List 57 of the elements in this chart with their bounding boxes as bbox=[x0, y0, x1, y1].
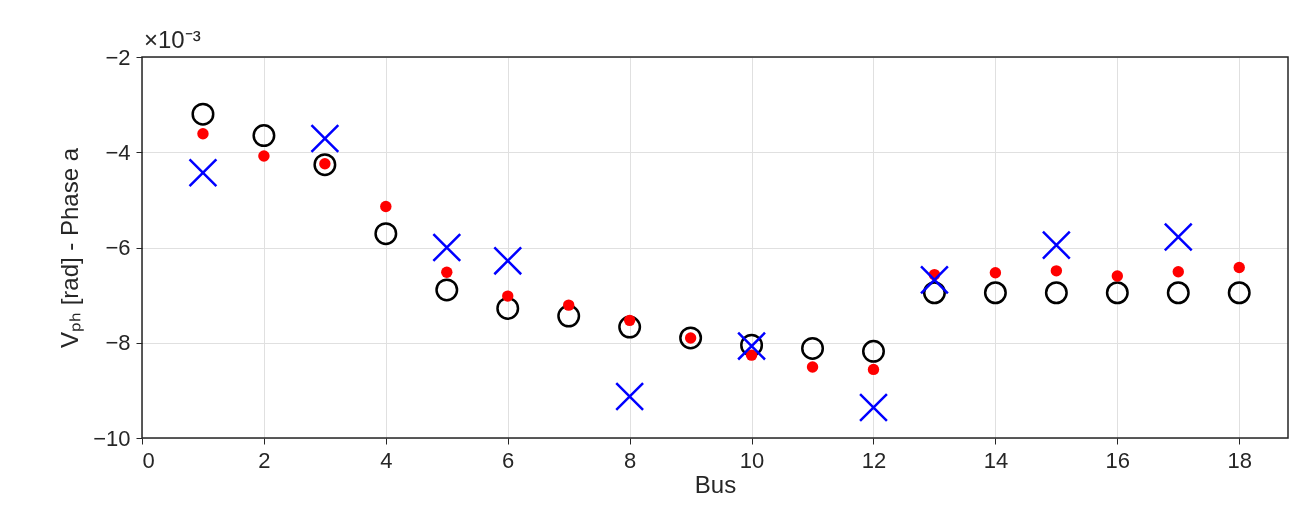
point bbox=[188, 158, 218, 188]
point bbox=[563, 299, 575, 311]
point bbox=[867, 363, 880, 376]
point bbox=[557, 304, 581, 328]
point bbox=[310, 123, 340, 154]
point bbox=[919, 265, 950, 295]
point bbox=[374, 222, 398, 246]
point bbox=[435, 278, 459, 302]
x-tick-label: 4 bbox=[380, 447, 393, 473]
point bbox=[1172, 266, 1184, 278]
point bbox=[441, 266, 453, 278]
point bbox=[1050, 265, 1063, 277]
point bbox=[861, 339, 885, 363]
point bbox=[432, 232, 462, 263]
point bbox=[1111, 270, 1124, 282]
point bbox=[614, 381, 645, 412]
x-tick-label: 6 bbox=[502, 447, 515, 473]
point bbox=[745, 349, 758, 361]
point bbox=[1166, 281, 1190, 305]
point bbox=[191, 102, 215, 126]
point bbox=[252, 124, 276, 148]
y-axis-title: Vₚₕ [rad] - Phase a bbox=[56, 147, 85, 349]
point bbox=[258, 150, 270, 162]
x-tick-label: 14 bbox=[983, 447, 1009, 473]
point bbox=[679, 326, 703, 350]
point bbox=[1163, 222, 1193, 252]
point bbox=[313, 153, 337, 177]
point bbox=[380, 200, 392, 213]
y-tick-label: −2 bbox=[105, 44, 131, 70]
x-tick-label: 2 bbox=[258, 447, 271, 473]
x-tick-label: 10 bbox=[739, 447, 765, 473]
y-tick-label: −10 bbox=[93, 425, 131, 451]
point bbox=[493, 246, 523, 276]
point bbox=[197, 127, 209, 140]
point bbox=[858, 392, 889, 423]
point bbox=[983, 281, 1007, 305]
y-tick-label: −4 bbox=[105, 139, 131, 165]
x-axis-title: Bus bbox=[694, 470, 737, 498]
point bbox=[1105, 281, 1129, 305]
x-tick-label: 0 bbox=[142, 447, 155, 473]
point bbox=[806, 361, 819, 373]
x-tick-label: 16 bbox=[1105, 447, 1131, 473]
x-tick-label: 8 bbox=[624, 447, 637, 473]
point bbox=[1044, 281, 1068, 305]
point bbox=[618, 315, 642, 339]
y-tick-label: −6 bbox=[105, 235, 131, 260]
point bbox=[496, 296, 520, 320]
point bbox=[801, 336, 825, 360]
text: ×10⁻³ bbox=[144, 26, 201, 53]
y-tick-label: −8 bbox=[105, 330, 131, 356]
point bbox=[989, 267, 1002, 279]
x-tick-label: 12 bbox=[861, 447, 887, 473]
point bbox=[1227, 281, 1251, 305]
point bbox=[1233, 261, 1245, 274]
x-tick-label: 18 bbox=[1227, 447, 1252, 473]
point bbox=[1041, 230, 1072, 260]
point bbox=[502, 290, 514, 302]
